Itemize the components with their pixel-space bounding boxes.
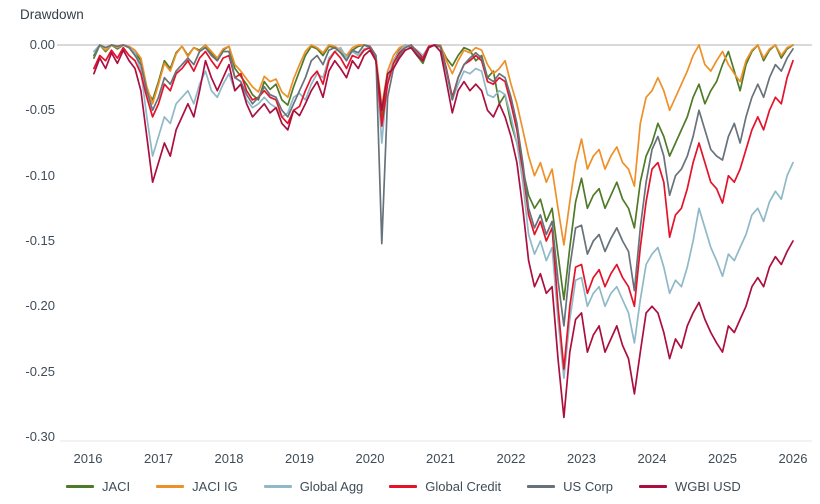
series-line-jaci-ig — [93, 44, 794, 246]
y-tick-label: 0.00 — [29, 37, 55, 52]
x-tick-label: 2018 — [214, 451, 244, 466]
legend-item-us-corp: US Corp — [527, 479, 613, 494]
legend-line-swatch — [156, 485, 185, 488]
legend-item-global-agg: Global Agg — [263, 479, 364, 494]
x-tick-label: 2021 — [426, 451, 455, 466]
legend-item-jaci: JACI — [66, 479, 130, 494]
legend-label: US Corp — [563, 479, 614, 494]
y-tick-label: -0.05 — [25, 102, 55, 118]
y-tick-label: -0.30 — [25, 429, 55, 444]
x-tick-label: 2025 — [708, 451, 737, 466]
y-tick-label: -0.10 — [25, 167, 55, 183]
legend-item-jaci-ig: JACI IG — [156, 479, 238, 494]
y-tick-label: -0.15 — [25, 233, 55, 248]
x-tick-label: 2017 — [144, 451, 173, 466]
legend-label: Global Credit — [425, 479, 502, 494]
legend-item-global-credit: Global Credit — [389, 479, 501, 494]
x-tick-label: 2026 — [778, 451, 808, 466]
x-tick-label: 2020 — [355, 451, 385, 466]
series-line-us-corp — [93, 44, 794, 327]
series-line-wgbi-usd — [93, 44, 794, 419]
legend: JACI JACI IG Global Agg Global Credit US Cor… — [66, 479, 741, 494]
legend-item-wgbi-usd: WGBI USD — [639, 479, 741, 494]
legend-line-swatch — [527, 485, 556, 488]
x-tick-label: 2022 — [496, 451, 526, 466]
legend-line-swatch — [639, 485, 668, 488]
y-tick-label: -0.25 — [25, 363, 55, 379]
legend-label: JACI IG — [192, 479, 238, 494]
legend-label: WGBI USD — [675, 479, 741, 494]
legend-line-swatch — [389, 485, 418, 488]
legend-line-swatch — [263, 485, 292, 488]
legend-label: Global Agg — [299, 479, 364, 494]
x-tick-label: 2024 — [637, 451, 667, 466]
x-tick-label: 2016 — [73, 451, 103, 466]
y-tick-label: -0.20 — [25, 298, 55, 314]
legend-label: JACI — [102, 479, 131, 494]
x-tick-label: 2019 — [285, 451, 314, 466]
x-tick-label: 2023 — [567, 451, 596, 466]
legend-line-swatch — [66, 485, 94, 488]
chart-title: Drawdown — [20, 7, 84, 22]
